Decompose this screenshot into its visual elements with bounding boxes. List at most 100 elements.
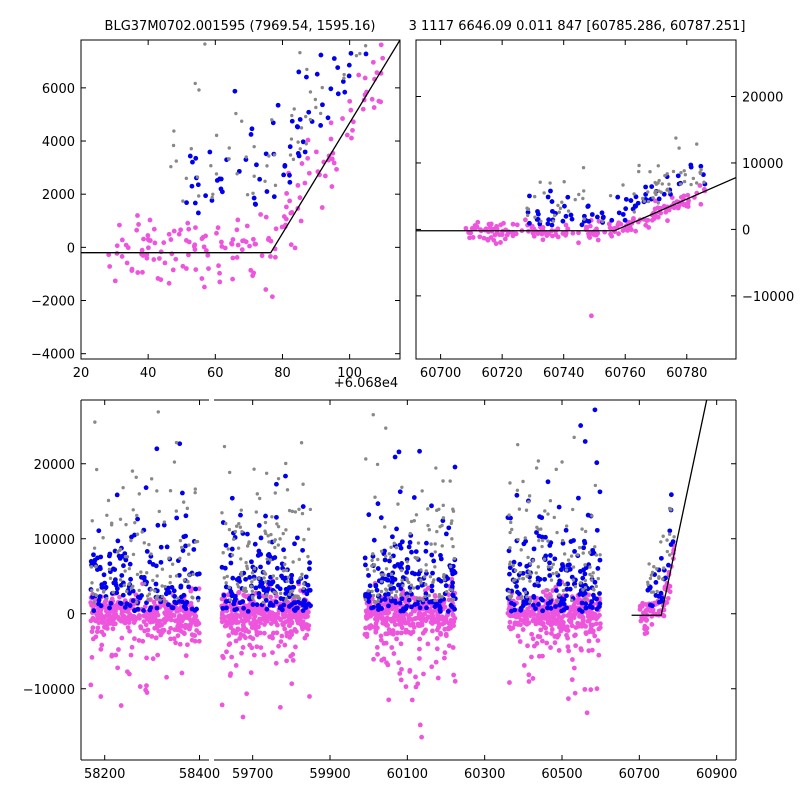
bottomA-point-gray xyxy=(155,489,159,493)
right-point-pink xyxy=(530,230,536,236)
bottomB-point-pink xyxy=(261,630,267,636)
right-point-gray xyxy=(656,201,660,205)
bottomA-point-pink xyxy=(183,653,189,659)
bottomB-point-pink xyxy=(588,613,594,619)
left-point-pink xyxy=(378,42,384,48)
bottomB-point-blue xyxy=(445,576,451,581)
bottomB-point-pink xyxy=(399,630,404,636)
bottomB-point-blue xyxy=(385,591,391,597)
bottomB-point-gray xyxy=(451,507,455,511)
bottomB-point-gray xyxy=(244,560,248,565)
bottomB-point-gray xyxy=(264,471,269,475)
right-model-line xyxy=(416,176,736,232)
left-point-pink xyxy=(229,240,234,246)
bottomB-point-blue xyxy=(388,586,394,592)
bottomA-point-blue xyxy=(99,585,105,590)
bottomB-point-blue xyxy=(308,603,313,609)
left-point-blue xyxy=(325,115,331,121)
left-point-blue xyxy=(335,91,341,97)
bottomA-point-gray xyxy=(107,567,112,572)
right-point-gray xyxy=(694,181,699,185)
bottomB-point-pink xyxy=(304,632,310,638)
bottomA-point-pink xyxy=(191,632,197,638)
bottomB-point-blue xyxy=(241,605,247,611)
bottomA-point-blue xyxy=(107,561,113,567)
bottomB-point-pink xyxy=(529,631,535,637)
bottomB-point-pink xyxy=(559,615,564,621)
bottomB-point-gray xyxy=(583,597,587,601)
bottomB-point-gray xyxy=(435,529,439,534)
bottomB-point-blue xyxy=(245,531,250,537)
bottomB-point-blue xyxy=(300,504,306,509)
bottomB-point-blue xyxy=(291,584,297,590)
bottomA-point-gray xyxy=(121,485,125,490)
bottomA-point-gray xyxy=(175,596,180,600)
bottomB-point-blue xyxy=(283,591,289,596)
left-point-pink xyxy=(244,223,250,229)
bottomB-point-gray xyxy=(379,549,384,553)
bottomB-point-blue xyxy=(279,607,285,613)
bottomB-point-gray xyxy=(257,576,261,581)
bottomB-point-blue xyxy=(272,555,278,560)
bottomB-point-pink xyxy=(530,676,536,681)
right-point-blue xyxy=(623,196,629,202)
bottomA-point-blue xyxy=(120,592,126,598)
right-point-pink xyxy=(588,313,594,319)
bottomA-point-blue xyxy=(130,588,136,594)
bottomB-point-pink xyxy=(526,679,532,684)
left-point-pink xyxy=(123,242,129,248)
bottomB-point-pink xyxy=(240,714,246,720)
bottomA-point-gray xyxy=(162,520,167,524)
bottomB-point-pink xyxy=(254,631,260,637)
left-point-pink xyxy=(299,161,305,166)
bottomB-point-gray xyxy=(287,592,292,597)
right-point-blue xyxy=(633,203,639,209)
bottomB-point-gray xyxy=(669,508,673,512)
bottomA-point-blue xyxy=(184,599,190,605)
bottomA-point-blue xyxy=(189,606,195,612)
bottomB-point-blue xyxy=(243,576,249,582)
bottomB-point-blue xyxy=(572,325,577,330)
bottomB-point-pink xyxy=(565,635,571,641)
bottomB-point-blue xyxy=(532,582,538,588)
bottomB-point-gray xyxy=(284,596,289,601)
bottomB-point-blue xyxy=(265,552,271,558)
bottomB-point-blue xyxy=(231,601,237,607)
bottomB-point-gray xyxy=(450,588,454,592)
bottomB-point-gray xyxy=(665,538,669,542)
bottomB-point-gray xyxy=(528,579,532,583)
bottomB-point-gray xyxy=(576,553,580,557)
bottomB-point-blue xyxy=(520,570,526,576)
bottomB-point-blue xyxy=(595,566,601,571)
left-point-gray xyxy=(227,146,231,150)
bottomB-point-pink xyxy=(510,613,516,619)
bottomB-point-pink xyxy=(592,611,598,617)
bottomB-point-pink xyxy=(403,627,409,633)
left-point-gray xyxy=(203,42,207,46)
bottomA-point-pink xyxy=(131,620,137,625)
right-point-gray xyxy=(632,210,637,214)
bottomA-point-pink xyxy=(99,642,105,648)
bottomB-point-blue xyxy=(362,555,368,561)
bottomB-point-pink xyxy=(239,618,245,624)
left-point-gray xyxy=(234,111,238,116)
bottomA-point-blue xyxy=(91,552,96,558)
bottomA-point-gray xyxy=(145,594,150,598)
bottomB-point-gray xyxy=(252,577,257,581)
bottomB-point-pink xyxy=(282,642,288,648)
bottomA-point-pink xyxy=(110,614,115,619)
bottomA-point-pink xyxy=(194,618,200,623)
bottomB-point-blue xyxy=(413,549,419,555)
bottomA-point-gray xyxy=(106,498,111,503)
bottomB-point-pink xyxy=(289,620,295,626)
bottomB-point-gray xyxy=(441,338,444,341)
bottomB-point-gray xyxy=(593,483,598,488)
bottomA-point-gray xyxy=(129,538,133,543)
bottomB-point-blue xyxy=(547,600,553,605)
left-point-gray xyxy=(210,195,214,200)
left-point-pink xyxy=(217,270,222,276)
bottomB-point-blue xyxy=(548,540,554,546)
bottomA-point-gray xyxy=(193,487,197,491)
bottomB-point-blue xyxy=(446,525,452,531)
right-point-blue xyxy=(582,213,587,219)
